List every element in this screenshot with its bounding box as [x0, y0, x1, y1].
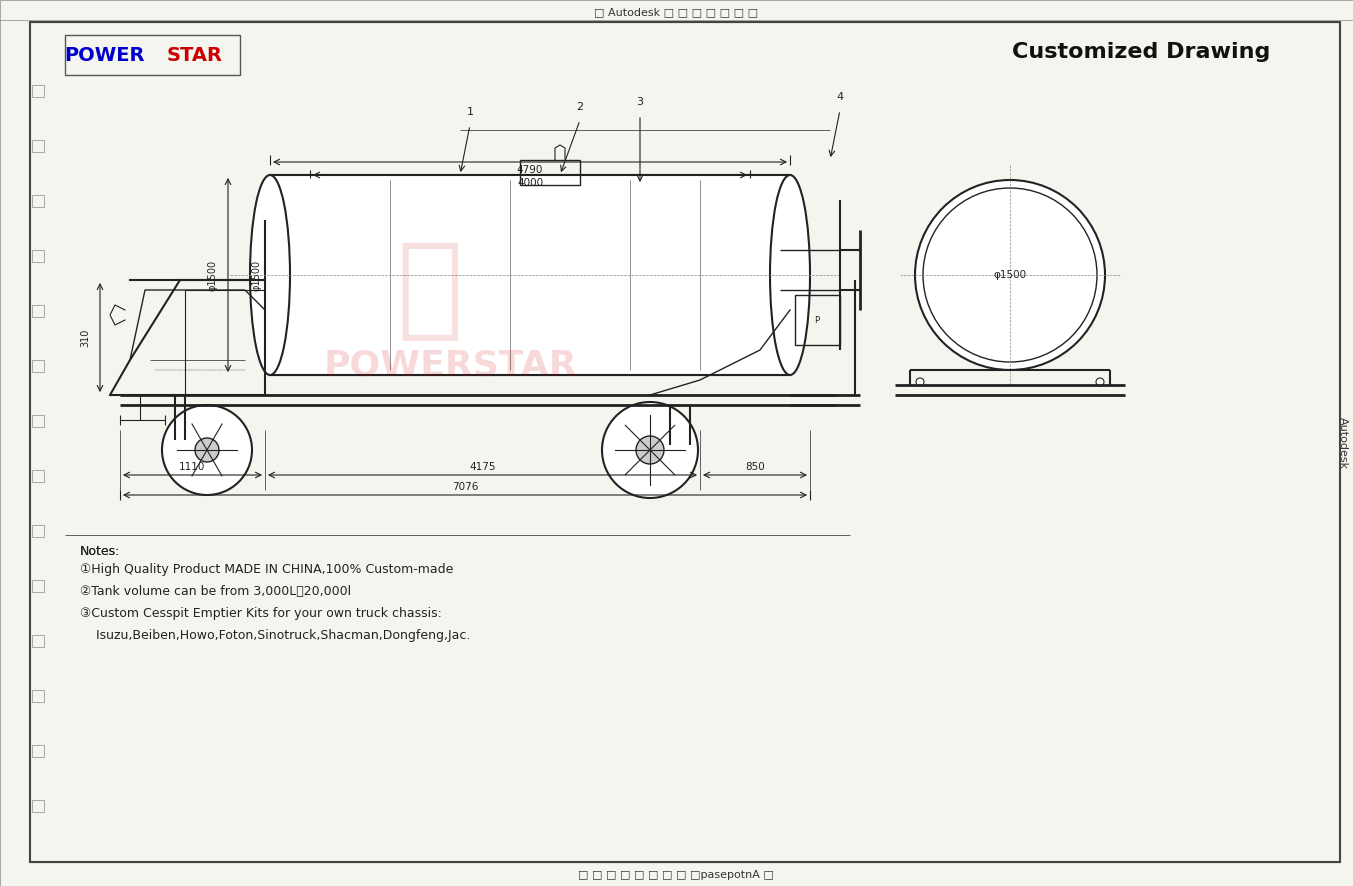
Text: Notes:: Notes:: [80, 545, 120, 558]
Bar: [32, 305, 45, 317]
Bar: [32, 195, 45, 207]
Bar: [32, 800, 45, 812]
Ellipse shape: [770, 175, 810, 375]
Text: Notes:: Notes:: [80, 545, 120, 558]
Bar: [520, 160, 580, 185]
Bar: [32, 580, 45, 592]
Circle shape: [916, 378, 924, 386]
Text: 4175: 4175: [469, 462, 495, 472]
Text: 7076: 7076: [452, 482, 478, 492]
Text: 4000: 4000: [517, 178, 543, 188]
Bar: [796, 295, 840, 345]
Text: ①High Quality Product MADE IN CHINA,100% Custom-made: ①High Quality Product MADE IN CHINA,100%…: [80, 563, 453, 576]
Bar: [271, 175, 790, 375]
Bar: [32, 690, 45, 702]
Bar: [32, 85, 45, 97]
Text: Customized Drawing: Customized Drawing: [1012, 42, 1270, 62]
Text: 4: 4: [836, 92, 843, 102]
Text: 4790: 4790: [517, 165, 543, 175]
Bar: [32, 635, 45, 647]
Text: □ □ □ □ □ □ □ □ □pasepotnA □: □ □ □ □ □ □ □ □ □pasepotnA □: [578, 870, 774, 880]
Bar: [32, 745, 45, 757]
Circle shape: [162, 405, 252, 495]
Text: 🦅: 🦅: [396, 237, 463, 344]
Ellipse shape: [250, 175, 290, 375]
Text: 2: 2: [576, 102, 583, 112]
Bar: [32, 140, 45, 152]
Text: ②Tank volume can be from 3,000L％20,000l: ②Tank volume can be from 3,000L％20,000l: [80, 585, 352, 598]
Circle shape: [636, 436, 664, 464]
Text: 310: 310: [80, 329, 91, 346]
Bar: [32, 470, 45, 482]
Circle shape: [923, 188, 1097, 362]
Text: Autodesk: Autodesk: [1338, 417, 1348, 469]
Text: φ1500: φ1500: [252, 260, 262, 291]
Text: 1110: 1110: [180, 462, 206, 472]
Circle shape: [915, 180, 1105, 370]
Circle shape: [1096, 378, 1104, 386]
Circle shape: [602, 402, 698, 498]
Text: POWER: POWER: [65, 45, 145, 65]
Text: 1: 1: [467, 107, 474, 117]
Bar: [32, 525, 45, 537]
Bar: [65, 35, 239, 75]
Text: 850: 850: [746, 462, 764, 472]
Text: 3: 3: [636, 97, 644, 107]
Bar: [271, 175, 790, 375]
Bar: [32, 415, 45, 427]
Text: POWERSTAR: POWERSTAR: [323, 348, 576, 382]
Bar: [32, 360, 45, 372]
Text: STAR: STAR: [166, 45, 223, 65]
Text: φ1500: φ1500: [208, 260, 218, 291]
Bar: [32, 250, 45, 262]
Text: φ1500: φ1500: [993, 270, 1027, 280]
Text: □ Autodesk □ □ □ □ □ □ □: □ Autodesk □ □ □ □ □ □ □: [594, 7, 758, 17]
Text: P: P: [815, 315, 820, 324]
Text: ③Custom Cesspit Emptier Kits for your own truck chassis:: ③Custom Cesspit Emptier Kits for your ow…: [80, 607, 442, 620]
Circle shape: [195, 438, 219, 462]
Text: Isuzu,Beiben,Howo,Foton,Sinotruck,Shacman,Dongfeng,Jac.: Isuzu,Beiben,Howo,Foton,Sinotruck,Shacma…: [80, 629, 471, 642]
